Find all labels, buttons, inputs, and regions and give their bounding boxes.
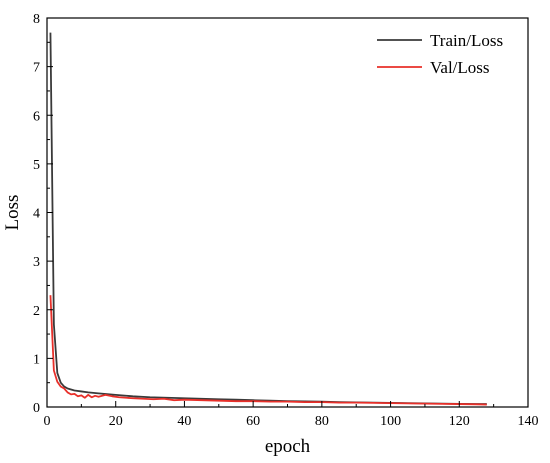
x-tick-label: 40 — [177, 414, 191, 429]
legend: Train/Loss Val/Loss — [377, 31, 503, 77]
legend-label-train-loss: Train/Loss — [430, 31, 503, 50]
y-tick-label: 8 — [33, 12, 40, 27]
x-tick-label: 120 — [449, 414, 470, 429]
y-tick-label: 3 — [33, 255, 40, 270]
y-tick-label: 1 — [33, 352, 40, 367]
x-tick-label: 80 — [315, 414, 329, 429]
series-line-val-loss — [49, 295, 487, 406]
y-tick-label: 2 — [33, 304, 40, 319]
x-tick-label: 20 — [109, 414, 123, 429]
series-line-train-loss — [49, 32, 487, 405]
y-axis-title: Loss — [2, 195, 23, 231]
series-lines — [49, 32, 487, 406]
y-tick-label: 0 — [33, 401, 40, 416]
x-tick-label: 0 — [44, 414, 51, 429]
x-tick-label: 140 — [518, 414, 539, 429]
y-tick-label: 5 — [33, 158, 40, 173]
axes: 0 20 40 60 80 100 120 140 0 1 2 3 4 5 6 7 8 — [33, 12, 539, 429]
legend-label-val-loss: Val/Loss — [430, 58, 490, 77]
x-axis-title: epoch — [265, 436, 311, 457]
x-tick-label: 100 — [380, 414, 401, 429]
x-tick-label: 60 — [246, 414, 260, 429]
y-tick-label: 7 — [33, 61, 40, 76]
y-tick-label: 4 — [33, 207, 40, 222]
y-tick-label: 6 — [33, 109, 40, 124]
